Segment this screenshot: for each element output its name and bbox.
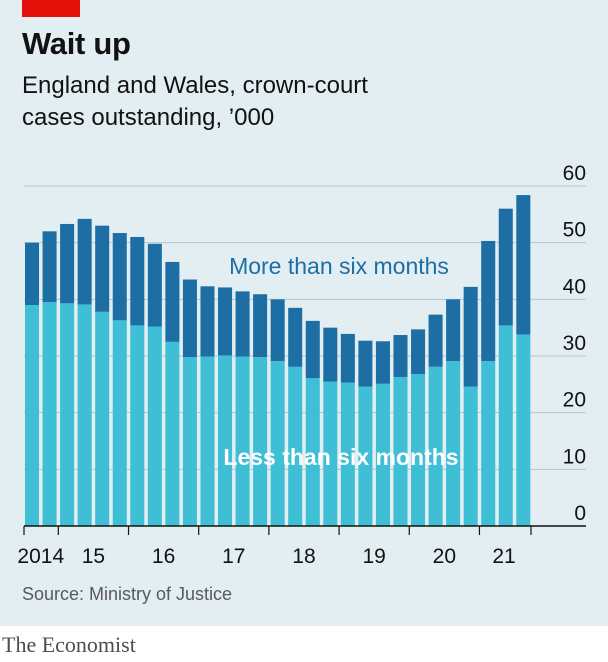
bar-less-than-six-months (446, 361, 461, 526)
bar-more-than-six-months (463, 286, 478, 387)
bar-more-than-six-months (375, 341, 390, 384)
y-tick-label: 40 (563, 275, 586, 298)
bar-less-than-six-months (516, 334, 531, 526)
economist-wordmark: The Economist (2, 632, 136, 657)
bar-less-than-six-months (95, 311, 110, 526)
bar-more-than-six-months (218, 287, 233, 356)
bar-more-than-six-months (393, 335, 408, 377)
bar-more-than-six-months (498, 208, 513, 326)
bar-less-than-six-months (375, 383, 390, 526)
bar-more-than-six-months (516, 195, 531, 335)
bar-more-than-six-months (305, 320, 320, 379)
bar-less-than-six-months (340, 382, 355, 526)
bar-less-than-six-months (428, 366, 443, 526)
y-tick-label: 10 (563, 445, 586, 468)
x-tick-label: 17 (222, 545, 245, 568)
x-tick-label: 21 (492, 545, 515, 568)
bar-more-than-six-months (340, 333, 355, 383)
bar-more-than-six-months (130, 237, 145, 326)
subtitle-line-1: England and Wales, crown-court (22, 72, 368, 99)
x-tick-label: 2014 (17, 545, 64, 568)
bar-more-than-six-months (235, 291, 250, 357)
bar-more-than-six-months (25, 242, 40, 305)
chart-plot: 0 10 20 30 40 50 60 2014 15 16 17 18 19 20 21 More than… (17, 162, 586, 568)
y-tick-label: 60 (563, 162, 586, 185)
bar-less-than-six-months (77, 304, 92, 526)
bar-less-than-six-months (253, 357, 268, 526)
bar-less-than-six-months (165, 341, 180, 526)
bar-more-than-six-months (411, 329, 426, 375)
series-label-less-than-six-months: Less than six months (223, 444, 458, 470)
chart-subtitle: England and Wales, crown-court cases out… (22, 70, 422, 134)
bar-less-than-six-months (235, 356, 250, 526)
bar-more-than-six-months (182, 279, 197, 358)
bar-less-than-six-months (60, 303, 75, 526)
bar-less-than-six-months (323, 381, 338, 526)
bar-less-than-six-months (288, 366, 303, 526)
bar-less-than-six-months (42, 302, 57, 526)
x-tick-label: 16 (152, 545, 175, 568)
bar-less-than-six-months (358, 386, 373, 526)
bar-more-than-six-months (358, 340, 373, 387)
bar-more-than-six-months (446, 299, 461, 362)
bar-less-than-six-months (147, 326, 162, 526)
series-label-more-than-six-months: More than six months (229, 253, 449, 279)
bar-less-than-six-months (112, 320, 127, 526)
bar-more-than-six-months (95, 225, 110, 312)
bar-less-than-six-months (218, 355, 233, 526)
y-tick-label: 20 (563, 389, 586, 412)
y-tick-label: 50 (563, 219, 586, 242)
bar-more-than-six-months (77, 218, 92, 305)
bar-less-than-six-months (130, 325, 145, 526)
x-tick-label: 18 (292, 545, 315, 568)
chart-title: Wait up (22, 26, 131, 61)
bar-more-than-six-months (270, 299, 285, 362)
bar-less-than-six-months (463, 386, 478, 526)
bar-less-than-six-months (411, 374, 426, 526)
bar-less-than-six-months (25, 305, 40, 526)
bar-less-than-six-months (182, 357, 197, 526)
x-tick-label: 20 (433, 545, 456, 568)
bar-less-than-six-months (498, 325, 513, 526)
bar-more-than-six-months (481, 240, 496, 362)
bar-more-than-six-months (112, 233, 127, 321)
bar-more-than-six-months (253, 294, 268, 358)
y-tick-label: 0 (574, 502, 586, 525)
bar-less-than-six-months (305, 378, 320, 526)
bar-less-than-six-months (200, 356, 215, 526)
x-tick-label: 19 (362, 545, 385, 568)
bar-less-than-six-months (270, 361, 285, 526)
y-tick-label: 30 (563, 332, 586, 355)
brand-red-tag (22, 0, 80, 17)
subtitle-line-2: cases outstanding, ’000 (22, 104, 275, 131)
bar-more-than-six-months (323, 327, 338, 382)
bar-less-than-six-months (393, 376, 408, 526)
x-tick-label: 15 (82, 545, 105, 568)
bar-more-than-six-months (42, 231, 57, 303)
bar-less-than-six-months (481, 361, 496, 526)
bar-more-than-six-months (147, 243, 162, 327)
bar-more-than-six-months (60, 223, 75, 304)
source-note: Source: Ministry of Justice (22, 584, 233, 604)
bar-more-than-six-months (200, 286, 215, 357)
bar-more-than-six-months (288, 307, 303, 367)
bar-more-than-six-months (428, 314, 443, 367)
bar-more-than-six-months (165, 261, 180, 342)
